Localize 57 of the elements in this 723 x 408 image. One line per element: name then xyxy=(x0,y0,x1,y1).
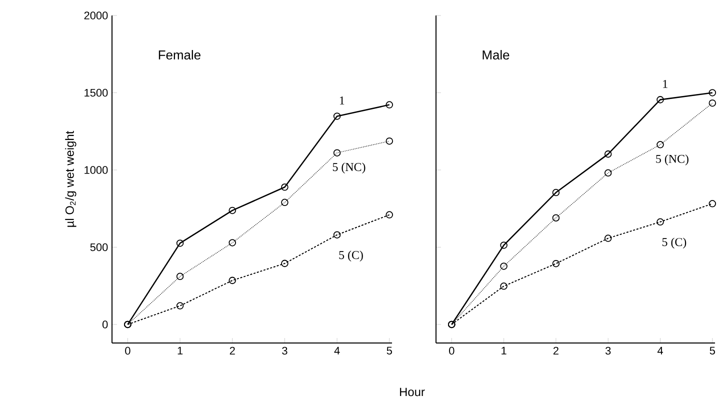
x-tick-label: 5 xyxy=(710,346,715,354)
x-tick-label: 3 xyxy=(282,346,288,355)
y-tick-label: 0 xyxy=(102,320,108,328)
point xyxy=(281,183,288,191)
point xyxy=(604,234,612,242)
point xyxy=(500,262,508,270)
point xyxy=(604,150,612,158)
text: Female xyxy=(158,50,200,60)
y-axis-title: µl O$_{2}$/g wet weight xyxy=(65,130,76,227)
point xyxy=(333,231,341,238)
point xyxy=(386,101,394,108)
series-label: 5 (C) xyxy=(339,250,363,262)
x-tick-label: 1 xyxy=(178,346,183,354)
point xyxy=(708,99,716,107)
x-tick-label: 5 xyxy=(386,346,392,354)
y-tick-label: 1500 xyxy=(84,88,108,97)
y-tick-label: 1000 xyxy=(84,166,108,174)
x-tick-label: 0 xyxy=(449,346,454,355)
series-label: 5 (NC) xyxy=(332,162,366,174)
series-label: 1 xyxy=(340,96,344,104)
x-tick-label: 1 xyxy=(502,346,506,354)
point xyxy=(500,242,508,249)
y-tick-label: 500 xyxy=(90,243,108,252)
x-tick-label: 0 xyxy=(125,346,130,355)
point xyxy=(176,272,184,280)
point xyxy=(176,240,184,247)
series-label: 5 (NC) xyxy=(656,154,688,166)
point xyxy=(656,96,664,104)
point xyxy=(386,137,394,145)
point xyxy=(333,112,341,120)
point xyxy=(552,214,560,222)
point xyxy=(604,169,612,177)
point xyxy=(708,89,716,96)
point xyxy=(500,282,508,290)
point xyxy=(552,188,560,196)
point xyxy=(176,302,184,310)
series-label: 1 xyxy=(663,80,668,88)
x-axis-title: Hour xyxy=(400,388,425,396)
x-tick-label: 2 xyxy=(553,346,558,355)
point xyxy=(228,206,236,214)
x-tick-label: 4 xyxy=(334,346,340,354)
x-tick-label: 4 xyxy=(657,346,663,354)
point xyxy=(552,260,560,268)
point xyxy=(386,211,394,218)
x-tick-label: 3 xyxy=(605,346,611,355)
x-tick-label: 2 xyxy=(230,346,235,355)
point xyxy=(656,141,664,148)
y-tick-label: 2000 xyxy=(84,12,108,20)
point xyxy=(708,200,716,208)
point xyxy=(333,149,341,156)
point xyxy=(281,198,288,206)
text: Male xyxy=(482,50,510,60)
point xyxy=(281,260,288,268)
point xyxy=(228,239,236,246)
point xyxy=(656,218,664,226)
series-label: 5 (C) xyxy=(662,238,686,249)
point xyxy=(228,276,236,284)
